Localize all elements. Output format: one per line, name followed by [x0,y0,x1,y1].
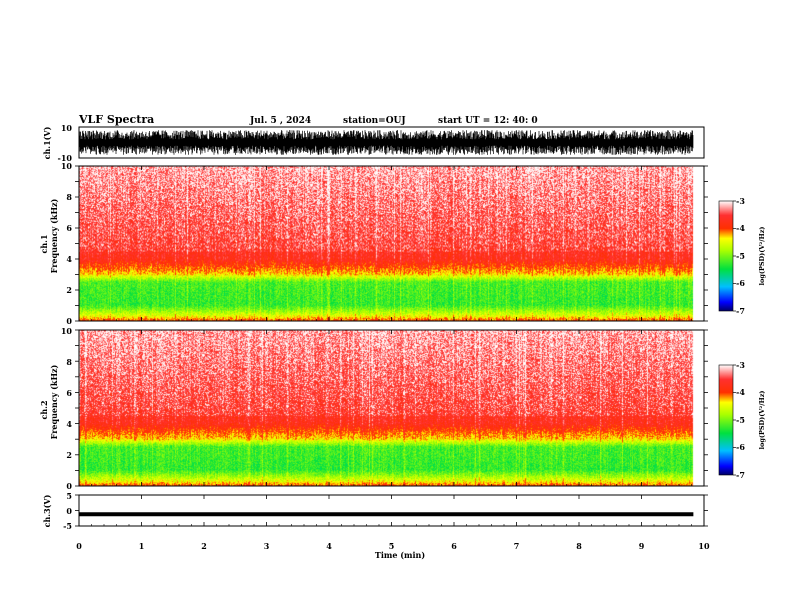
ch2-colorbar-ticks [733,364,736,476]
ch2-colorbar-tick-m5: -5 [736,415,745,425]
ch3-ytick-5: 5 [66,491,72,501]
time-tick-4: 4 [326,541,332,551]
ch1-colorbar-gradient [718,200,734,312]
time-tick-0: 0 [76,541,82,551]
time-axis: 0 1 2 3 4 5 6 7 8 9 10 Time (min) [76,541,710,560]
ch1-ytick-bottom: -10 [58,153,73,163]
ch2-freq-tick-4: 4 [66,419,72,429]
time-tick-8: 8 [576,541,582,551]
ch1-waveform-trace [79,130,694,155]
ch2-freq-tick-2: 2 [66,450,72,460]
ch1-colorbar-tick-m7: -7 [736,306,745,316]
time-tick-5: 5 [389,541,395,551]
ch1-colorbar-tick-m6: -6 [736,278,745,288]
time-tick-3: 3 [264,541,270,551]
ch1-freq-tick-8: 8 [66,192,72,202]
ch2-colorbar: -3 -4 -5 -6 -7 log(PSD)(V²/Hz) [718,360,766,480]
ch1-colorbar-tick-m5: -5 [736,251,745,261]
ch2-colorbar-tick-m3: -3 [736,360,745,370]
time-tick-2: 2 [201,541,207,551]
ch2-spectrogram-ticks [75,329,708,487]
ch1-spectrogram-ylabel-channel: ch.1 [39,234,49,253]
ch3-ytick-0: 0 [66,506,72,516]
time-tick-7: 7 [514,541,520,551]
ch2-freq-tick-6: 6 [66,388,72,398]
ch3-waveform-ylabel: ch.3(V) [42,494,52,527]
ch3-waveform-frame [78,494,705,527]
ch3-waveform-ticks [75,494,708,527]
ch1-spectrogram-image [79,166,704,321]
ch1-waveform-panel: 10 -10 ch.1(V) [42,123,705,163]
ch2-freq-tick-8: 8 [66,357,72,367]
ch1-freq-tick-2: 2 [66,285,72,295]
time-tick-6: 6 [451,541,457,551]
ch1-spectrogram-ticks [75,165,708,322]
ch1-waveform-ylabel: ch.1(V) [42,126,52,159]
ch2-freq-tick-0: 0 [66,481,72,491]
time-tick-10: 10 [698,541,710,551]
ch2-spectrogram-ylabel-frequency: Frequency (kHz) [49,364,59,439]
ch1-freq-tick-6: 6 [66,223,72,233]
ch2-spectrogram-ylabel-channel: ch.2 [39,400,49,419]
ch3-ytick-m5: -5 [63,521,72,531]
ch1-waveform-line [79,130,694,155]
ch1-colorbar-ticks [733,200,736,312]
time-tick-1: 1 [139,541,145,551]
station-label: station=OUJ [343,116,406,126]
ch1-freq-tick-4: 4 [66,254,72,264]
ch2-spectrogram-panel: 0 2 4 6 8 10 ch.2 Frequency (kHz) [39,326,708,491]
ch2-colorbar-gradient [718,364,734,476]
date-label: Jul. 5 , 2024 [249,116,311,126]
time-tick-9: 9 [639,541,645,551]
ch2-spectrogram-image [79,330,704,486]
ch1-spectrogram-ylabel-frequency: Frequency (kHz) [49,198,59,273]
ch1-spectrogram-panel: 0 2 4 6 8 10 ch.1 Frequency (kHz) [39,161,708,326]
ch3-waveform-panel: 5 0 -5 ch.3(V) [42,491,708,531]
ch2-colorbar-label: log(PSD)(V²/Hz) [758,391,766,450]
ch2-colorbar-tick-m4: -4 [736,387,745,397]
time-axis-label: Time (min) [375,550,425,560]
ch1-colorbar-tick-m4: -4 [736,223,745,233]
ch1-colorbar-tick-m3: -3 [736,196,745,206]
ch1-colorbar-label: log(PSD)(V²/Hz) [758,227,766,286]
start-time-label: start UT = 12: 40: 0 [438,116,538,126]
ch1-freq-tick-0: 0 [66,316,72,326]
ch1-ytick-top: 10 [61,123,73,133]
ch2-colorbar-tick-m6: -6 [736,442,745,452]
ch2-colorbar-tick-m7: -7 [736,470,745,480]
figure-title: VLF Spectra [78,113,154,126]
ch2-freq-tick-10: 10 [61,326,73,336]
ch1-colorbar: -3 -4 -5 -6 -7 log(PSD)(V²/Hz) [718,196,766,316]
ch1-freq-tick-10: 10 [61,161,73,171]
ch1-waveform-frame [78,126,705,159]
